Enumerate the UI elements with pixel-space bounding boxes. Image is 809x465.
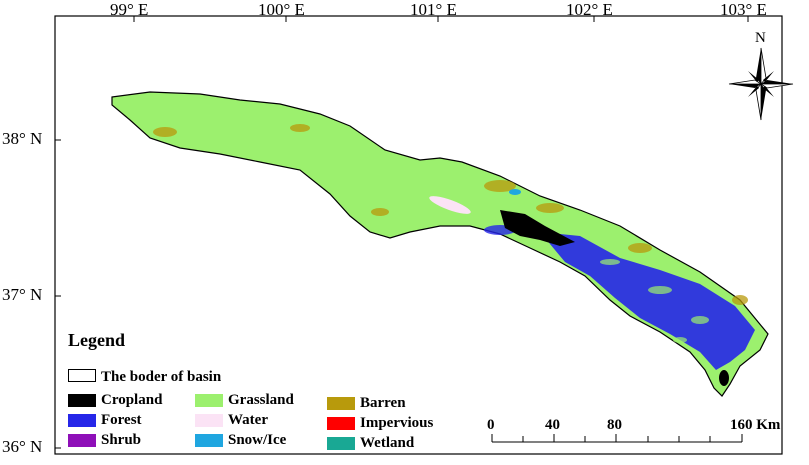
- barren-patches: [153, 124, 748, 305]
- legend-item-shrub: Shrub: [68, 432, 141, 449]
- basin-border-label: The boder of basin: [101, 369, 222, 385]
- forest-label: Forest: [101, 412, 142, 428]
- longitude-label-100e: 100° E: [258, 0, 305, 19]
- cropland-label: Cropland: [101, 392, 163, 408]
- legend-item-grassland: Grassland: [195, 392, 294, 409]
- water-label: Water: [228, 412, 268, 428]
- legend-basin-border: The boder of basin: [68, 369, 221, 386]
- legend-item-wetland: Wetland: [327, 435, 414, 452]
- grassland-swatch: [195, 394, 223, 407]
- barren-label: Barren: [360, 395, 406, 411]
- forest-swatch: [68, 414, 96, 427]
- longitude-label-101e: 101° E: [410, 0, 457, 19]
- grassland-label: Grassland: [228, 392, 294, 408]
- snow-ice-label: Snow/Ice: [228, 432, 287, 448]
- north-label: N: [755, 30, 766, 46]
- wetland-swatch: [327, 437, 355, 450]
- shrub-label: Shrub: [101, 432, 142, 448]
- legend-item-cropland: Cropland: [68, 392, 162, 409]
- water-swatch: [195, 414, 223, 427]
- scale-label-40: 40: [545, 417, 560, 433]
- longitude-label-99e: 99° E: [110, 0, 149, 19]
- impervious-swatch: [327, 417, 355, 430]
- longitude-ticks: [133, 16, 749, 22]
- scale-label-160km: 160 Km: [730, 417, 781, 433]
- latitude-label-36n: 36° N: [2, 437, 43, 456]
- snow-ice-swatch: [195, 434, 223, 447]
- legend-item-forest: Forest: [68, 412, 142, 429]
- scale-label-80: 80: [607, 417, 622, 433]
- water-patches: [429, 189, 521, 214]
- legend-item-barren: Barren: [327, 395, 406, 412]
- latitude-ticks: [55, 139, 61, 449]
- legend-item-impervious: Impervious: [327, 415, 433, 432]
- map-frame: [54, 15, 783, 455]
- legend-item-snow-ice: Snow/Ice: [195, 432, 286, 449]
- legend-title: Legend: [68, 330, 126, 350]
- cropland-swatch: [68, 394, 96, 407]
- latitude-label-38n: 38° N: [2, 129, 43, 148]
- legend-item-water: Water: [195, 412, 268, 429]
- shrub-swatch: [68, 434, 96, 447]
- barren-swatch: [327, 397, 355, 410]
- longitude-label-103e: 103° E: [720, 0, 767, 19]
- impervious-label: Impervious: [360, 415, 434, 431]
- basin-polygon: [111, 91, 769, 397]
- wetland-label: Wetland: [360, 435, 415, 451]
- scale-label-0: 0: [487, 417, 495, 433]
- basin-border-swatch: [68, 369, 96, 382]
- scale-bar: [491, 434, 743, 443]
- longitude-label-102e: 102° E: [566, 0, 613, 19]
- north-arrow-compass-icon: [728, 47, 794, 121]
- latitude-label-37n: 37° N: [2, 285, 43, 304]
- cropland-area: [500, 210, 729, 386]
- forest-texture: [600, 259, 709, 343]
